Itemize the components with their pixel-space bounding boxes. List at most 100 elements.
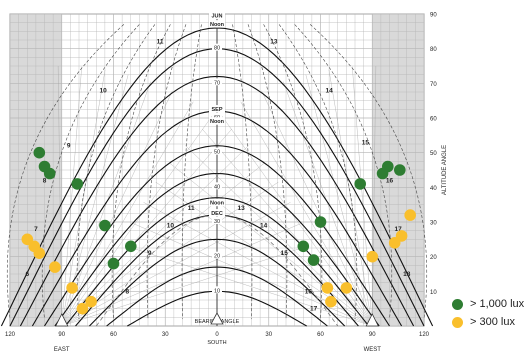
- fan-line: [352, 66, 373, 327]
- data-point: [71, 178, 84, 190]
- month-labels: JUN Noon SEP Noon Noon DEC: [209, 11, 225, 217]
- y-axis: 10 20 30 40 50 60 70 80 90 ALTITUDE ANGLE: [430, 13, 448, 296]
- y-axis-label: ALTITUDE ANGLE: [442, 145, 448, 195]
- month-label-bg: [209, 105, 225, 113]
- legend-item-300-lux: > 300 lux: [452, 313, 524, 331]
- x-axis-label-bottom: SOUTH: [207, 340, 226, 346]
- hour-label: 8: [125, 288, 129, 295]
- center-altitude-label: 80: [214, 46, 220, 52]
- legend: > 1,000 lux > 300 lux: [452, 295, 524, 331]
- center-altitude-label: 20: [214, 254, 220, 260]
- center-label-bg: [212, 43, 222, 51]
- y-tick-label: 20: [430, 255, 437, 261]
- fan-line: [61, 101, 194, 327]
- center-label-bg: [212, 217, 222, 224]
- center-altitude-label: 10: [214, 288, 220, 294]
- data-point: [321, 282, 334, 294]
- fan-line: [328, 69, 373, 327]
- data-point: [314, 216, 327, 228]
- legend-label: > 1,000 lux: [470, 298, 525, 310]
- hour-label: 17: [310, 306, 318, 313]
- horizon-marker: [55, 313, 69, 327]
- hour-line: [278, 24, 358, 320]
- hour-line: [111, 24, 171, 320]
- data-point: [297, 240, 310, 253]
- hour-label: 10: [100, 87, 108, 94]
- hour-label: 15: [362, 139, 370, 146]
- month-label-bg: [209, 198, 225, 207]
- y-tick-label: 60: [430, 117, 437, 123]
- month-label: DEC: [211, 211, 223, 217]
- fan-line: [185, 145, 373, 327]
- center-altitude-label: 50: [214, 150, 220, 156]
- x-tick-label: 120: [5, 332, 16, 338]
- fan-line: [61, 202, 291, 327]
- fan-line: [283, 81, 373, 327]
- data-point: [382, 160, 394, 173]
- series-low-lux: [21, 209, 417, 315]
- hour-label: 13: [270, 39, 278, 46]
- x-tick-label: 0: [215, 332, 219, 338]
- data-point: [33, 146, 46, 159]
- y-tick-label: 70: [430, 82, 437, 88]
- data-point: [107, 257, 120, 270]
- y-tick-label: 80: [430, 47, 437, 53]
- legend-label: > 300 lux: [470, 316, 515, 328]
- hour-line: [232, 24, 253, 320]
- hour-line: [181, 24, 202, 320]
- month-label-bg: [209, 209, 225, 217]
- fan-line: [202, 129, 373, 327]
- data-point: [340, 282, 353, 294]
- y-tick-label: 40: [430, 186, 437, 192]
- data-point: [49, 261, 61, 273]
- fan-line: [61, 114, 214, 327]
- horizon-marker: [365, 313, 379, 327]
- center-label-bg: [212, 113, 222, 120]
- hour-label: 9: [148, 250, 152, 257]
- y-tick-label: 50: [430, 151, 437, 157]
- legend-swatch: [452, 316, 463, 328]
- hour-label: 16: [386, 177, 394, 184]
- y-tick-label: 30: [430, 221, 437, 227]
- hour-label: 6: [25, 271, 29, 278]
- center-label-bg: [212, 286, 222, 294]
- hour-label: 10: [167, 222, 175, 229]
- hour-label: 11: [188, 205, 195, 212]
- hour-label: 17: [395, 226, 403, 233]
- fan-line: [169, 162, 373, 327]
- hour-line: [41, 24, 140, 320]
- data-point: [307, 254, 320, 266]
- hour-line: [294, 24, 393, 320]
- month-label-bg: [209, 11, 225, 19]
- series-high-lux: [33, 146, 406, 270]
- fan-line: [61, 145, 249, 327]
- x-tick-label: 30: [162, 332, 169, 338]
- x-tick-label: 30: [265, 332, 272, 338]
- data-point: [43, 167, 56, 180]
- x-tick-label: 90: [369, 332, 376, 338]
- fan-line: [261, 90, 373, 327]
- data-point: [325, 295, 337, 308]
- y-tick-label: 10: [430, 290, 437, 296]
- hour-line: [76, 24, 156, 320]
- x-tick-label: 90: [58, 332, 65, 338]
- month-label: Noon: [210, 201, 225, 207]
- center-label-bg: [212, 251, 222, 259]
- hour-line: [7, 24, 125, 320]
- center-label-bg: [212, 78, 222, 86]
- hour-label: 8: [43, 177, 47, 184]
- data-point: [76, 302, 89, 315]
- center-altitude-label: 70: [214, 80, 220, 86]
- data-point: [99, 219, 111, 232]
- data-point: [394, 164, 406, 176]
- month-label: Noon: [210, 22, 225, 28]
- center-altitude-label: 40: [214, 184, 220, 190]
- data-point: [33, 247, 46, 259]
- center-altitude-label: 30: [214, 219, 220, 225]
- fan-line: [372, 66, 377, 327]
- legend-item-1000-lux: > 1,000 lux: [452, 295, 524, 313]
- hour-label: 16: [305, 288, 313, 295]
- hour-label: 15: [281, 250, 289, 257]
